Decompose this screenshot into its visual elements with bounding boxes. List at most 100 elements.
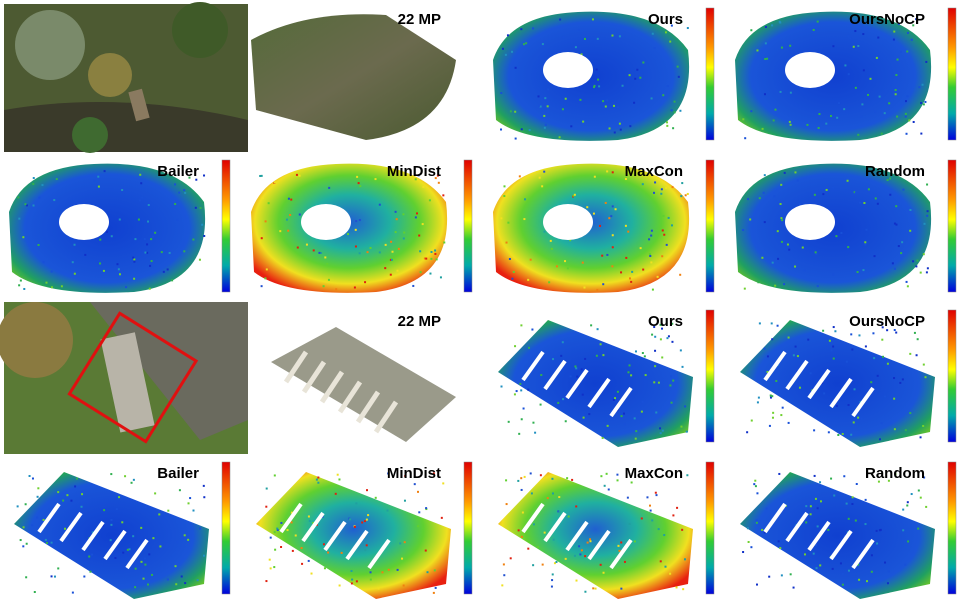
point [538,95,540,97]
point [649,505,651,507]
point [578,545,580,547]
point [159,545,161,547]
point [816,567,818,569]
point [25,503,27,505]
point [501,385,503,387]
point [570,375,572,377]
point [141,197,143,199]
point [849,37,851,39]
point-cloud [740,472,935,599]
point [768,576,770,578]
point [651,230,653,232]
point [606,473,608,475]
point [672,186,674,188]
point [147,221,149,223]
point [533,523,535,525]
point [434,569,436,571]
point [351,582,353,584]
point [857,417,859,419]
point [842,573,844,575]
point [110,473,112,475]
point [781,574,783,576]
point [902,378,904,380]
point [571,479,573,481]
point [761,257,763,259]
point [355,245,357,247]
point [681,529,683,531]
colorbar [222,160,230,292]
point [296,174,298,176]
point [904,564,906,566]
point [813,29,815,31]
hole [301,204,351,240]
point [612,234,614,236]
point [876,530,878,532]
point [672,380,674,382]
point [291,521,293,523]
point [864,241,866,243]
point [600,475,602,477]
point [610,215,612,217]
point [425,507,427,509]
point [654,336,656,338]
point [355,502,357,504]
point [779,21,781,23]
point [18,284,20,286]
point [31,524,33,526]
point [802,247,804,249]
point [38,197,40,199]
point [375,178,377,180]
point [684,558,686,560]
point [184,534,186,536]
point [884,112,886,114]
point [598,85,600,87]
point [582,394,584,396]
point [654,350,656,352]
point [660,560,662,562]
point [906,133,908,135]
point [794,171,796,173]
point [520,477,522,479]
point [583,286,585,288]
point [769,425,771,427]
point [81,506,83,508]
point [110,539,112,541]
point [515,138,517,140]
point [671,341,673,343]
point [905,116,907,118]
point [558,496,560,498]
point [359,219,361,221]
point [818,127,820,129]
point [104,170,106,172]
point [602,354,604,356]
point [772,417,774,419]
point [852,496,854,498]
point [26,543,28,545]
point [139,199,141,201]
point [575,505,577,507]
point [184,192,186,194]
point [433,592,435,594]
point [666,244,668,246]
point [152,236,154,238]
point [850,333,852,335]
point [748,541,750,543]
panel-label: 22 MP [398,11,441,28]
point [868,188,870,190]
point [370,571,372,573]
point [750,110,752,112]
point [189,497,191,499]
point [148,204,150,206]
point [672,127,674,129]
point [893,39,895,41]
point [846,361,848,363]
point [762,128,764,130]
point [20,539,22,541]
point [619,35,621,37]
point [627,497,629,499]
point [826,189,828,191]
point [897,59,899,61]
point [767,355,769,357]
point [671,402,673,404]
hole [543,52,593,88]
